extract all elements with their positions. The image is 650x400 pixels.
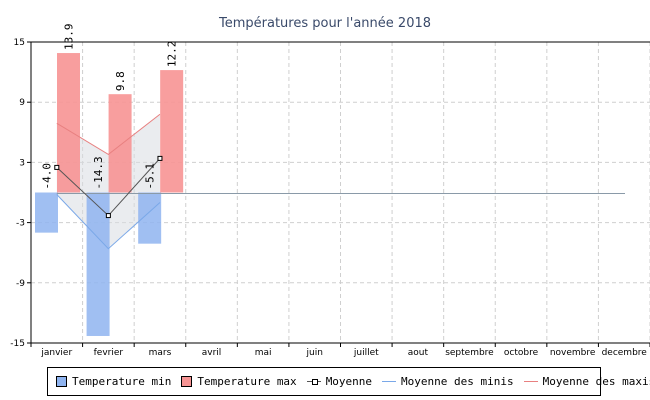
x-tick-label: aout bbox=[408, 348, 429, 358]
y-tick-label: 9 bbox=[19, 98, 25, 108]
legend-swatch-min bbox=[56, 376, 67, 387]
line-moyenne-maxis bbox=[56, 113, 161, 155]
data-label-min: -14.3 bbox=[92, 156, 105, 189]
data-label-max: 13.9 bbox=[63, 24, 76, 51]
legend-swatch-moyenne-maxis bbox=[523, 377, 538, 386]
legend-item-temperature-max: Temperature max bbox=[181, 375, 297, 388]
legend-item-moyenne: Moyenne bbox=[306, 375, 373, 388]
x-tick-label: janvier bbox=[40, 348, 72, 358]
marker-moyenne bbox=[105, 213, 111, 219]
chart-title: Températures pour l'année 2018 bbox=[218, 16, 432, 31]
bar-temperature-max bbox=[108, 94, 132, 193]
x-tick-label: mars bbox=[149, 348, 172, 358]
legend-label-max: Temperature max bbox=[197, 375, 297, 388]
data-label-min: -5.1 bbox=[144, 163, 157, 190]
y-tick-label: -15 bbox=[10, 339, 25, 349]
x-tick-label: novembre bbox=[550, 348, 596, 358]
bar-temperature-min bbox=[86, 192, 110, 336]
legend-item-temperature-min: Temperature min bbox=[56, 375, 171, 388]
x-tick-label: avril bbox=[202, 348, 222, 358]
legend-item-moyenne-maxis: Moyenne des maxis bbox=[523, 375, 650, 388]
data-label-max: 9.8 bbox=[114, 71, 127, 91]
marker-moyenne bbox=[54, 164, 60, 170]
data-label-min: -4.0 bbox=[41, 163, 54, 190]
legend-label-min: Temperature min bbox=[72, 375, 172, 388]
bar-temperature-min bbox=[35, 192, 58, 233]
y-tick-label: 3 bbox=[19, 158, 25, 168]
chart-legend: Temperature min Temperature max Moyenne … bbox=[47, 367, 650, 396]
x-tick-label: juin bbox=[305, 348, 322, 358]
x-tick-label: septembre bbox=[445, 348, 494, 358]
legend-swatch-moyenne bbox=[306, 377, 321, 386]
x-tick-label: octobre bbox=[504, 348, 539, 358]
legend-swatch-max bbox=[181, 376, 193, 387]
bar-temperature-min bbox=[138, 192, 162, 244]
legend-label-moyenne-maxis: Moyenne des maxis bbox=[542, 375, 650, 388]
y-tick-label: 15 bbox=[14, 38, 25, 48]
legend-label-moyenne-minis: Moyenne des minis bbox=[401, 375, 514, 388]
y-tick-label: -9 bbox=[16, 279, 25, 289]
legend-label-moyenne: Moyenne bbox=[325, 375, 373, 388]
legend-swatch-moyenne-minis bbox=[382, 377, 397, 386]
x-tick-label: juillet bbox=[353, 348, 379, 358]
average-envelope bbox=[56, 114, 160, 249]
y-tick-label: -3 bbox=[16, 219, 25, 229]
marker-moyenne bbox=[157, 155, 163, 161]
data-label-max: 12.2 bbox=[166, 41, 179, 68]
bar-temperature-max bbox=[160, 70, 184, 193]
x-tick-label: decembre bbox=[602, 348, 648, 358]
bar-temperature-max bbox=[57, 53, 80, 193]
x-tick-label: mai bbox=[255, 348, 272, 358]
legend-item-moyenne-minis: Moyenne des minis bbox=[382, 375, 514, 388]
line-moyenne-minis bbox=[56, 194, 161, 250]
x-tick-label: fevrier bbox=[94, 348, 124, 358]
